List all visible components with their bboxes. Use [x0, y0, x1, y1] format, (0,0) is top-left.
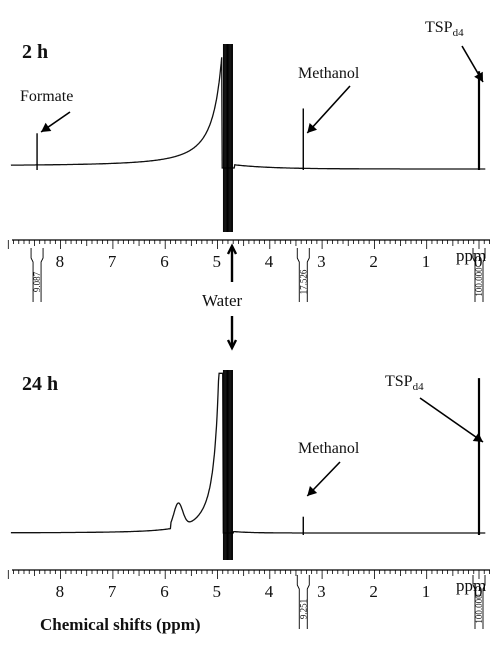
tick-label: 0	[474, 252, 483, 271]
water-label: Water	[202, 291, 242, 310]
integral-bracket	[296, 248, 300, 302]
integral-values: 9.251 100.000	[296, 575, 486, 629]
axis-unit-label: ppm	[456, 246, 486, 265]
peak-annotations: Methanol TSPd4	[298, 373, 484, 497]
water-marker: Water	[202, 243, 242, 351]
tick-label: 5	[213, 582, 222, 601]
annotation-methanol: Methanol	[298, 440, 360, 457]
tick-label: 4	[265, 252, 274, 271]
tick-label: 8	[56, 252, 65, 271]
tick-label: 2	[369, 582, 378, 601]
integral-bracket	[296, 575, 300, 629]
annotation-formate: Formate	[20, 88, 73, 105]
spectrum-line	[10, 372, 486, 534]
tick-label: 7	[108, 252, 117, 271]
integral-value: 9.251	[298, 599, 308, 619]
arrowhead-icon	[41, 122, 52, 132]
annotation-tsp: TSPd4	[425, 19, 464, 39]
tick-label: 4	[265, 582, 274, 601]
tick-label: 7	[108, 582, 117, 601]
annotation-arrow	[419, 397, 484, 443]
peak-annotations: Formate Methanol TSPd4	[20, 19, 484, 134]
integral-values: 9.087 17.526 100.000	[30, 248, 486, 302]
annotation-methanol: Methanol	[298, 65, 360, 82]
tick-label: 6	[160, 582, 169, 601]
annotation-arrow	[306, 85, 351, 134]
integral-bracket	[30, 248, 34, 302]
integral-bracket	[472, 575, 476, 629]
integral-bracket	[306, 575, 310, 629]
panel-label: 2 h	[22, 41, 48, 63]
integral-value: 17.526	[298, 269, 308, 294]
spectrum-trace	[10, 44, 486, 232]
tick-label: 3	[317, 252, 326, 271]
integral-bracket	[482, 248, 486, 302]
tick-label: 1	[422, 252, 431, 271]
down-arrow-icon	[226, 339, 238, 351]
arrowhead-icon	[307, 122, 318, 133]
spectrum-trace	[10, 370, 486, 560]
axis-unit-label: ppm	[456, 576, 486, 595]
tick-label: 1	[422, 582, 431, 601]
integral-bracket	[40, 248, 44, 302]
tick-label: 0	[474, 582, 483, 601]
tick-label: 3	[317, 582, 326, 601]
tick-label: 8	[56, 582, 65, 601]
tick-label: 5	[213, 252, 222, 271]
integral-bracket	[472, 248, 476, 302]
integral-value: 100.000	[474, 267, 484, 297]
x-axis-title: Chemical shifts (ppm)	[40, 615, 201, 634]
integral-bracket	[482, 575, 486, 629]
integral-value: 100.000	[474, 594, 484, 624]
tick-label: 2	[369, 252, 378, 271]
arrowhead-icon	[307, 486, 318, 496]
annotation-tsp: TSPd4	[385, 373, 424, 393]
up-arrow-icon	[226, 243, 238, 255]
tick-label: 6	[160, 252, 169, 271]
integral-value: 9.087	[32, 271, 42, 292]
spectrum-line	[10, 57, 486, 170]
panel-label: 24 h	[22, 373, 58, 395]
arrowhead-icon	[472, 432, 483, 442]
integral-bracket	[306, 248, 310, 302]
